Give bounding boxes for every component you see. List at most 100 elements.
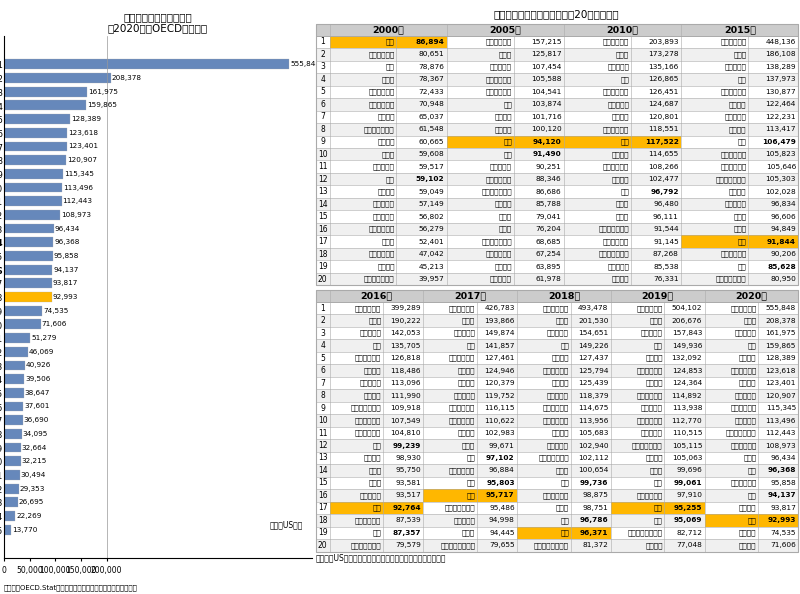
Text: 61,548: 61,548 xyxy=(418,127,444,132)
Text: ノルウェー: ノルウェー xyxy=(373,213,394,220)
Text: 日本: 日本 xyxy=(466,492,475,499)
Text: 118,486: 118,486 xyxy=(390,368,421,374)
Text: 93,817: 93,817 xyxy=(53,280,78,286)
Text: フランス: フランス xyxy=(612,176,629,182)
Text: イスラエル: イスラエル xyxy=(641,429,662,437)
Text: 20: 20 xyxy=(318,541,327,550)
Text: 127,461: 127,461 xyxy=(484,355,514,361)
Text: 95,858: 95,858 xyxy=(54,253,79,259)
Text: 7: 7 xyxy=(320,112,325,121)
Bar xyxy=(4,141,67,151)
Text: フィンランド: フィンランド xyxy=(637,392,662,399)
Text: 102,112: 102,112 xyxy=(578,455,609,461)
Text: ノルウェー: ノルウェー xyxy=(547,392,569,399)
Text: 英国: 英国 xyxy=(386,176,394,182)
Text: ノルウェー: ノルウェー xyxy=(607,64,629,70)
Text: 2015年: 2015年 xyxy=(724,25,756,34)
Text: フランス: フランス xyxy=(458,429,475,437)
Text: 123,401: 123,401 xyxy=(68,143,98,150)
Text: 2010年: 2010年 xyxy=(606,25,638,34)
Text: 52,401: 52,401 xyxy=(418,239,444,245)
Text: 英国: 英国 xyxy=(466,454,475,462)
Text: オーストラリア: オーストラリア xyxy=(350,542,382,549)
Text: フィンランド: フィンランド xyxy=(449,405,475,412)
Text: 90,206: 90,206 xyxy=(770,251,796,257)
Text: デンマーク: デンマーク xyxy=(359,330,382,336)
Text: 韓国: 韓国 xyxy=(466,480,475,486)
Title: 製造業の労働生産性水準
（2020年／OECD加盟国）: 製造業の労働生産性水準 （2020年／OECD加盟国） xyxy=(108,12,208,33)
Text: 114,892: 114,892 xyxy=(671,393,702,399)
Text: 日本: 日本 xyxy=(560,530,569,536)
Text: 123,618: 123,618 xyxy=(766,368,796,374)
Text: 120,801: 120,801 xyxy=(648,114,678,120)
Text: 193,866: 193,866 xyxy=(484,318,514,324)
Text: ルクセンブルク: ルクセンブルク xyxy=(632,442,662,449)
Text: 118,551: 118,551 xyxy=(648,127,678,132)
Text: ドイツ: ドイツ xyxy=(462,442,475,449)
Text: カナダ: カナダ xyxy=(499,226,512,232)
Text: スウェーデン: スウェーデン xyxy=(603,89,629,95)
Text: ドイツ: ドイツ xyxy=(556,467,569,474)
Text: アイルランド: アイルランド xyxy=(449,305,475,311)
Text: カナダ: カナダ xyxy=(734,213,746,220)
Text: 1: 1 xyxy=(320,304,325,312)
Text: 日本: 日本 xyxy=(503,138,512,145)
Text: 56,802: 56,802 xyxy=(418,214,444,220)
Text: イスラエル: イスラエル xyxy=(454,517,475,524)
Text: 11: 11 xyxy=(318,428,327,438)
Text: ベルギー: ベルギー xyxy=(612,113,629,120)
Text: 105,646: 105,646 xyxy=(766,164,796,170)
Text: 157,843: 157,843 xyxy=(672,330,702,336)
Text: 94,120: 94,120 xyxy=(533,139,562,145)
Text: 112,443: 112,443 xyxy=(62,198,93,204)
Text: 126,451: 126,451 xyxy=(649,89,678,95)
Text: スイス: スイス xyxy=(382,76,394,83)
Bar xyxy=(4,443,21,453)
Text: ルクセンブルク: ルクセンブルク xyxy=(445,505,475,511)
Text: 120,379: 120,379 xyxy=(484,380,514,386)
Text: スペイン: スペイン xyxy=(612,276,629,282)
Text: 74,535: 74,535 xyxy=(770,530,796,536)
Text: ノルウェー: ノルウェー xyxy=(725,113,746,120)
Bar xyxy=(4,169,63,179)
Text: ドイツ: ドイツ xyxy=(734,226,746,232)
Bar xyxy=(4,114,70,124)
Text: 40,926: 40,926 xyxy=(26,362,51,368)
Text: 7: 7 xyxy=(320,378,325,388)
Text: 12: 12 xyxy=(318,175,327,184)
Text: 86,686: 86,686 xyxy=(536,189,562,195)
Text: 79,655: 79,655 xyxy=(489,542,514,548)
Text: 14: 14 xyxy=(318,200,327,208)
Text: 米国: 米国 xyxy=(621,76,629,83)
Text: 63,895: 63,895 xyxy=(536,264,562,270)
Text: ノルウェー: ノルウェー xyxy=(359,380,382,387)
Text: オーストリア: オーストリア xyxy=(637,417,662,424)
Text: デンマーク: デンマーク xyxy=(373,163,394,170)
Text: 103,874: 103,874 xyxy=(531,102,562,108)
Text: ベルギー: ベルギー xyxy=(378,113,394,120)
Text: フランス: フランス xyxy=(551,429,569,437)
Text: 203,893: 203,893 xyxy=(648,39,678,45)
Bar xyxy=(4,223,54,233)
Text: 11: 11 xyxy=(318,162,327,171)
Text: ベルギー: ベルギー xyxy=(494,113,512,120)
Text: 96,434: 96,434 xyxy=(54,226,80,232)
Text: 95,717: 95,717 xyxy=(486,492,514,498)
Text: 米国: 米国 xyxy=(466,342,475,349)
Text: 206,676: 206,676 xyxy=(672,318,702,324)
Text: 2000年: 2000年 xyxy=(372,25,404,34)
Text: 英国: 英国 xyxy=(748,467,757,474)
Text: 104,541: 104,541 xyxy=(531,89,562,95)
Text: 34,095: 34,095 xyxy=(22,431,48,437)
Text: 95,486: 95,486 xyxy=(489,505,514,511)
Text: 99,671: 99,671 xyxy=(489,443,514,448)
Text: スウェーデン: スウェーデン xyxy=(720,89,746,95)
Text: 86,894: 86,894 xyxy=(415,39,444,45)
Text: フィンランド: フィンランド xyxy=(720,163,746,170)
Text: 10: 10 xyxy=(318,150,327,159)
Text: 126,818: 126,818 xyxy=(390,355,421,361)
Text: 16: 16 xyxy=(318,491,327,500)
Text: 単位：USドル: 単位：USドル xyxy=(270,520,302,530)
Text: 韓国: 韓国 xyxy=(373,530,382,536)
Text: 113,496: 113,496 xyxy=(63,185,93,191)
